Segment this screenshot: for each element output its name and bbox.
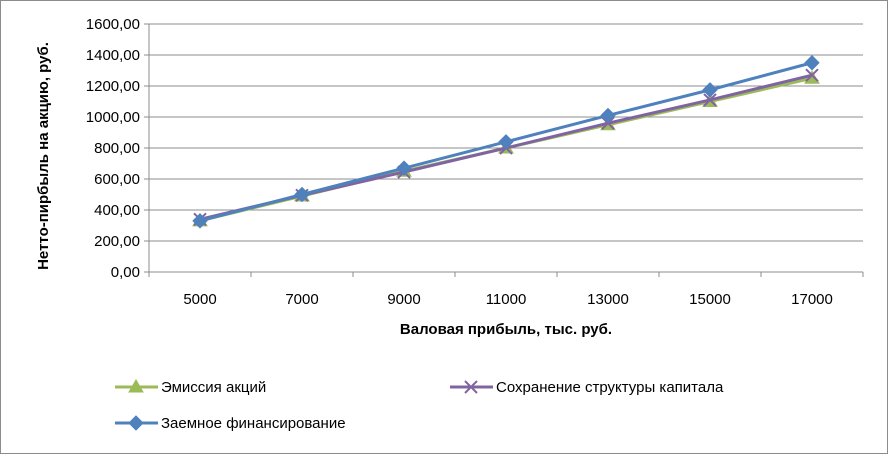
axes	[144, 23, 864, 277]
series-group-item	[192, 55, 820, 229]
legend-label: Сохранение структуры капитала	[496, 379, 724, 396]
data-point	[128, 379, 144, 393]
x-tick-label: 11000	[486, 291, 527, 308]
data-point	[702, 82, 718, 98]
data-point	[600, 107, 616, 124]
data-point	[601, 116, 615, 130]
data-point	[294, 186, 310, 203]
x-tick-label: 9000	[387, 291, 420, 308]
y-tick-label: 400,00	[94, 202, 140, 219]
legend-label: Эмиссия акций	[161, 379, 266, 396]
y-tick-label: 1600,00	[86, 16, 140, 33]
x-tick-label: 17000	[791, 291, 833, 308]
data-point	[464, 380, 478, 394]
legend: Эмиссия акций Сохранение структуры капита…	[115, 379, 724, 432]
y-tick-label: 0,00	[111, 264, 140, 281]
legend-item: Эмиссия акций	[115, 379, 266, 396]
y-tick-label: 600,00	[94, 171, 140, 188]
data-point	[804, 55, 820, 71]
legend-item: Сохранение структуры капитала	[450, 379, 724, 396]
series-group	[192, 55, 820, 229]
y-axis-label: Нетто-пирбыль на акцию, руб.	[35, 42, 52, 270]
y-tick-label: 200,00	[94, 233, 140, 250]
y-tick-labels: 0,00 200,00 400,00 600,00 800,00 1000,00 1200,…	[86, 16, 140, 281]
y-tick-label: 800,00	[94, 140, 140, 157]
x-tick-label: 7000	[285, 291, 318, 308]
data-point	[128, 415, 144, 431]
data-point	[396, 160, 412, 176]
x-tick-labels: 5000 7000 9000 11000 13000 15000 17000	[183, 291, 833, 308]
data-point	[498, 134, 514, 150]
legend-label: Заемное финансирование	[161, 415, 346, 432]
x-axis-label: Валовая прибыль, тыс. руб.	[400, 321, 612, 338]
y-tick-label: 1200,00	[86, 78, 140, 95]
data-point	[192, 213, 208, 229]
x-tick-label: 5000	[183, 291, 216, 308]
x-tick-label: 15000	[689, 291, 731, 308]
y-tick-label: 1000,00	[86, 109, 140, 126]
gridlines	[149, 23, 863, 242]
data-point	[805, 68, 819, 82]
data-point	[703, 93, 717, 107]
y-tick-label: 1400,00	[86, 47, 140, 64]
x-tick-label: 13000	[587, 291, 629, 308]
legend-item: Заемное финансирование	[115, 415, 346, 432]
